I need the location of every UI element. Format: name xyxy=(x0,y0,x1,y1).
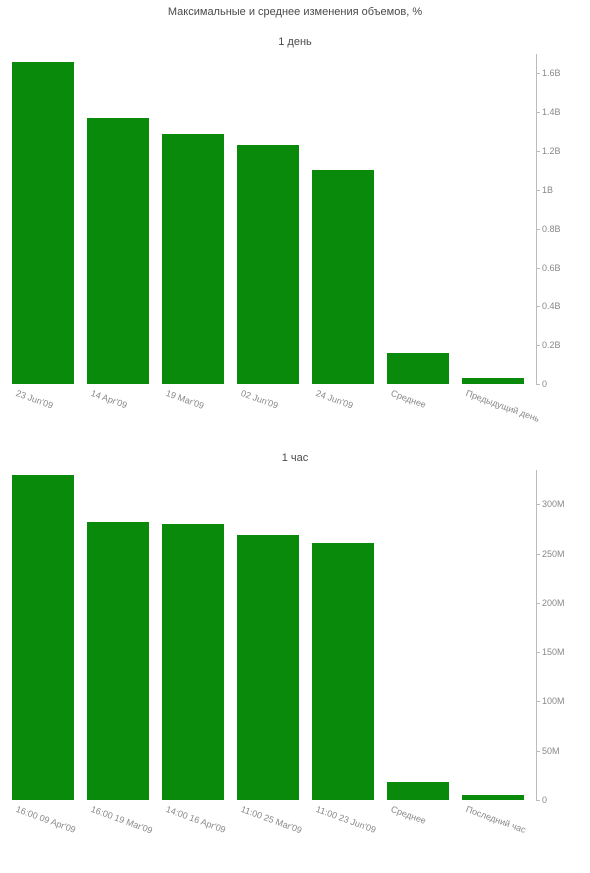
y-tick xyxy=(536,229,540,230)
bar xyxy=(237,535,299,800)
y-tick xyxy=(536,603,540,604)
y-tick-label: 1.6B xyxy=(542,68,561,78)
y-tick xyxy=(536,268,540,269)
bar xyxy=(237,145,299,384)
x-tick-label: 16:00 09 Apr'09 xyxy=(15,804,77,835)
bar xyxy=(12,475,74,800)
x-tick-label: 11:00 25 Mar'09 xyxy=(240,804,304,835)
charts-host: 1 день00.2B0.4B0.6B0.8B1B1.2B1.4B1.6B23 … xyxy=(0,36,590,860)
bar xyxy=(87,118,149,384)
y-tick-label: 0 xyxy=(542,379,547,389)
y-tick-label: 50M xyxy=(542,746,560,756)
y-tick-label: 150M xyxy=(542,647,565,657)
x-tick-label: 24 Jun'09 xyxy=(315,388,355,411)
x-tick-label: Среднее xyxy=(390,804,428,826)
y-tick-label: 0.6B xyxy=(542,263,561,273)
x-tick-label: 23 Jun'09 xyxy=(15,388,55,411)
x-labels: 23 Jun'09 14 Apr'09 19 Mar'09 02 Jun'09 24 J… xyxy=(12,384,537,434)
y-tick xyxy=(536,151,540,152)
bar-chart: 00.2B0.4B0.6B0.8B1B1.2B1.4B1.6B23 Jun'09… xyxy=(12,54,580,434)
y-tick-label: 0.8B xyxy=(542,224,561,234)
y-tick-label: 0.4B xyxy=(542,301,561,311)
chart-main-title: Максимальные и среднее изменения объемов… xyxy=(0,0,590,18)
page: { "title": "Максимальные и среднее измен… xyxy=(0,0,590,873)
y-tick-label: 0.2B xyxy=(542,340,561,350)
bar xyxy=(162,524,224,800)
x-tick-label: 11:00 23 Jun'09 xyxy=(315,804,378,835)
bar xyxy=(162,134,224,384)
y-tick xyxy=(536,652,540,653)
y-tick xyxy=(536,190,540,191)
x-tick-label: 02 Jun'09 xyxy=(240,388,280,411)
y-tick xyxy=(536,554,540,555)
y-tick-label: 200M xyxy=(542,598,565,608)
bar-chart: 050M100M150M200M250M300M16:00 09 Apr'091… xyxy=(12,470,580,860)
x-tick-label: 16:00 19 Mar'09 xyxy=(90,804,154,836)
bar xyxy=(87,522,149,800)
x-tick-label: 14 Apr'09 xyxy=(90,388,129,410)
y-tick xyxy=(536,112,540,113)
y-tick-label: 250M xyxy=(542,549,565,559)
y-tick xyxy=(536,345,540,346)
x-tick-label: 14:00 16 Apr'09 xyxy=(165,804,227,835)
y-tick xyxy=(536,751,540,752)
y-tick xyxy=(536,73,540,74)
x-tick-label: 19 Mar'09 xyxy=(165,388,206,411)
y-tick-label: 100M xyxy=(542,696,565,706)
x-tick-label: Предыдущий день xyxy=(465,388,541,424)
bar xyxy=(387,782,449,800)
x-tick-label: Последний час xyxy=(465,804,528,835)
y-tick-label: 300M xyxy=(542,499,565,509)
bar xyxy=(12,62,74,384)
plot-area: 00.2B0.4B0.6B0.8B1B1.2B1.4B1.6B xyxy=(12,54,537,384)
bar xyxy=(312,543,374,800)
chart-subtitle: 1 день xyxy=(0,36,590,48)
y-tick-label: 1B xyxy=(542,185,553,195)
y-tick xyxy=(536,504,540,505)
chart-subtitle: 1 час xyxy=(0,452,590,464)
bar xyxy=(312,170,374,384)
y-tick-label: 1.2B xyxy=(542,146,561,156)
plot-area: 050M100M150M200M250M300M xyxy=(12,470,537,800)
y-tick xyxy=(536,701,540,702)
x-tick-label: Среднее xyxy=(390,388,428,410)
y-tick-label: 1.4B xyxy=(542,107,561,117)
bar xyxy=(387,353,449,384)
y-tick xyxy=(536,306,540,307)
y-tick-label: 0 xyxy=(542,795,547,805)
x-labels: 16:00 09 Apr'09 16:00 19 Mar'09 14:00 16 A… xyxy=(12,800,537,860)
